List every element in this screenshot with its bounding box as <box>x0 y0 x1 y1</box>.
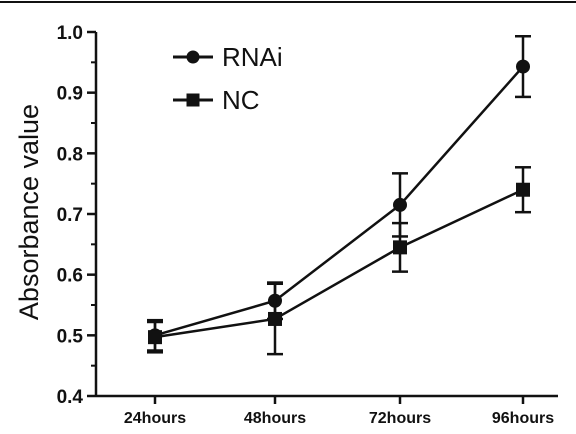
legend: RNAi NC <box>173 42 283 115</box>
y-tick-labels: 0.4 0.5 0.6 0.7 0.8 0.9 1.0 <box>57 23 84 408</box>
y-tick-label: 0.4 <box>57 387 84 408</box>
y-tick-label: 0.8 <box>57 144 83 165</box>
series-line-nc <box>154 188 524 339</box>
y-tick-label: 0.6 <box>57 266 83 287</box>
x-tick-label: 24hours <box>124 410 186 427</box>
axes <box>87 30 558 404</box>
series-rnai <box>147 34 531 352</box>
legend-item-nc: NC <box>173 85 260 115</box>
y-tick-label: 0.7 <box>57 205 83 226</box>
legend-item-rnai: RNAi <box>173 42 283 72</box>
y-tick-label: 0.5 <box>57 326 84 347</box>
y-tick-label: 0.9 <box>57 84 83 105</box>
series-nc <box>147 166 531 356</box>
legend-marker-rnai <box>186 50 200 64</box>
x-tick-labels: 24hours 48hours 72hours 96hours <box>124 410 554 427</box>
y-axis-label: Absorbance value <box>14 104 44 320</box>
legend-label-nc: NC <box>222 85 260 115</box>
data-point-rnai <box>393 197 407 212</box>
data-point-nc <box>268 311 282 326</box>
x-tick-label: 72hours <box>369 410 431 427</box>
series-layer <box>147 34 531 356</box>
data-point-rnai <box>516 59 530 74</box>
data-point-nc <box>393 240 407 255</box>
legend-label-rnai: RNAi <box>222 42 283 72</box>
series-line-rnai <box>154 65 524 337</box>
data-point-nc <box>516 182 530 197</box>
y-tick-label: 1.0 <box>57 23 83 44</box>
legend-marker-nc <box>186 93 200 107</box>
x-tick-label: 48hours <box>244 410 306 427</box>
data-point-nc <box>148 330 162 345</box>
x-tick-label: 96hours <box>492 410 554 427</box>
